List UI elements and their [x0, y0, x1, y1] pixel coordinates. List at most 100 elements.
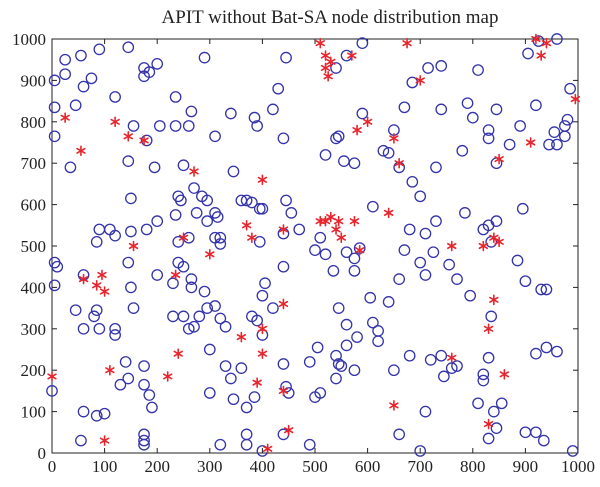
unknown-node-point: [382, 296, 395, 308]
anchor-node-point: [354, 244, 365, 256]
unknown-node-point: [464, 289, 477, 302]
unknown-node-point: [259, 277, 271, 290]
anchor-node-point: [447, 240, 457, 252]
unknown-node-point: [201, 215, 214, 228]
anchor-node-point: [489, 294, 499, 306]
unknown-node-point: [522, 47, 534, 60]
anchor-node-point: [320, 50, 331, 61]
unknown-node-point: [188, 182, 200, 194]
unknown-node-point: [477, 374, 490, 387]
unknown-node-point: [414, 445, 427, 457]
unknown-node-point: [285, 207, 298, 219]
anchor-node-point: [315, 215, 325, 227]
unknown-node-point: [340, 318, 353, 331]
anchor-node-point: [91, 280, 102, 291]
unknown-node-point: [182, 322, 195, 335]
unknown-node-point: [59, 68, 72, 81]
anchor-node-point: [60, 112, 70, 123]
unknown-node-point: [398, 101, 411, 114]
anchor-node-point: [123, 130, 133, 142]
unknown-node-point: [138, 438, 150, 451]
unknown-node-point: [169, 120, 182, 132]
unknown-node-point: [451, 360, 463, 372]
unknown-node-point: [182, 120, 195, 132]
unknown-node-point: [311, 341, 324, 354]
anchor-node-point: [278, 385, 289, 397]
anchor-node-point: [315, 37, 325, 49]
unknown-node-point: [125, 281, 137, 294]
unknown-node-point: [219, 360, 232, 372]
unknown-node-point: [253, 202, 266, 215]
anchor-node-point: [478, 240, 489, 252]
unknown-node-point: [227, 165, 240, 178]
anchor-node-point: [320, 62, 331, 74]
unknown-node-point: [203, 343, 216, 356]
anchor-node-point: [570, 93, 581, 105]
unknown-node-point: [564, 82, 576, 95]
unknown-node-point: [77, 80, 90, 93]
unknown-node-point: [356, 37, 369, 49]
unknown-node-point: [482, 124, 495, 136]
y-tick-label: 300: [21, 320, 47, 339]
unknown-node-point: [219, 320, 232, 333]
unknown-node-point: [46, 385, 58, 397]
unknown-node-point: [151, 57, 164, 70]
x-tick-label: 0: [48, 457, 57, 476]
unknown-node-point: [69, 99, 82, 112]
unknown-node-point: [119, 356, 132, 368]
unknown-node-point: [340, 49, 353, 62]
anchor-node-point: [389, 133, 399, 144]
x-tick-label: 800: [460, 457, 486, 476]
unknown-node-point: [485, 310, 498, 323]
unknown-node-point: [214, 438, 227, 451]
anchor-node-point: [494, 153, 504, 165]
unknown-node-point: [185, 273, 198, 285]
unknown-node-point: [122, 256, 135, 269]
unknown-node-point: [543, 138, 555, 151]
unknown-node-point: [138, 378, 150, 391]
unknown-node-point: [348, 364, 361, 377]
unknown-node-point: [472, 64, 484, 76]
unknown-node-point: [277, 132, 290, 145]
unknown-node-point: [403, 223, 416, 236]
unknown-node-point: [514, 120, 526, 132]
unknown-node-point: [104, 223, 116, 236]
unknown-node-point: [424, 353, 437, 366]
anchor-node-point: [499, 369, 510, 380]
unknown-node-point: [122, 155, 135, 167]
unknown-node-point: [372, 325, 384, 337]
anchor-node-point: [128, 240, 139, 252]
y-tick-label: 100: [21, 403, 47, 422]
unknown-node-point: [267, 302, 279, 314]
unknown-node-point: [224, 372, 237, 385]
unknown-node-point: [240, 428, 253, 441]
unknown-node-point: [348, 264, 361, 277]
anchor-node-point: [257, 174, 268, 186]
x-tick-label: 100: [92, 457, 118, 476]
unknown-node-point: [314, 387, 327, 399]
anchor-node-point: [333, 215, 344, 227]
unknown-node-point: [167, 310, 179, 323]
unknown-node-point: [303, 438, 316, 451]
unknown-node-point: [167, 277, 179, 290]
unknown-node-point: [332, 358, 345, 370]
unknown-node-point: [277, 260, 290, 273]
unknown-node-point: [114, 378, 127, 391]
anchor-node-point: [394, 157, 404, 169]
unknown-node-point: [198, 285, 211, 298]
unknown-node-point: [558, 130, 571, 143]
unknown-node-point: [456, 144, 469, 157]
anchor-node-point: [178, 232, 189, 244]
x-tick-label: 400: [250, 457, 276, 476]
unknown-node-point: [240, 401, 253, 414]
unknown-node-point: [551, 33, 563, 45]
unknown-node-point: [530, 426, 542, 439]
unknown-node-point: [203, 387, 216, 399]
unknown-node-point: [90, 409, 103, 422]
y-tick-label: 200: [21, 361, 47, 380]
unknown-node-point: [59, 53, 72, 66]
x-tick-label: 600: [355, 457, 381, 476]
unknown-node-point: [138, 360, 150, 372]
unknown-node-point: [224, 107, 237, 120]
unknown-node-point: [90, 236, 103, 248]
